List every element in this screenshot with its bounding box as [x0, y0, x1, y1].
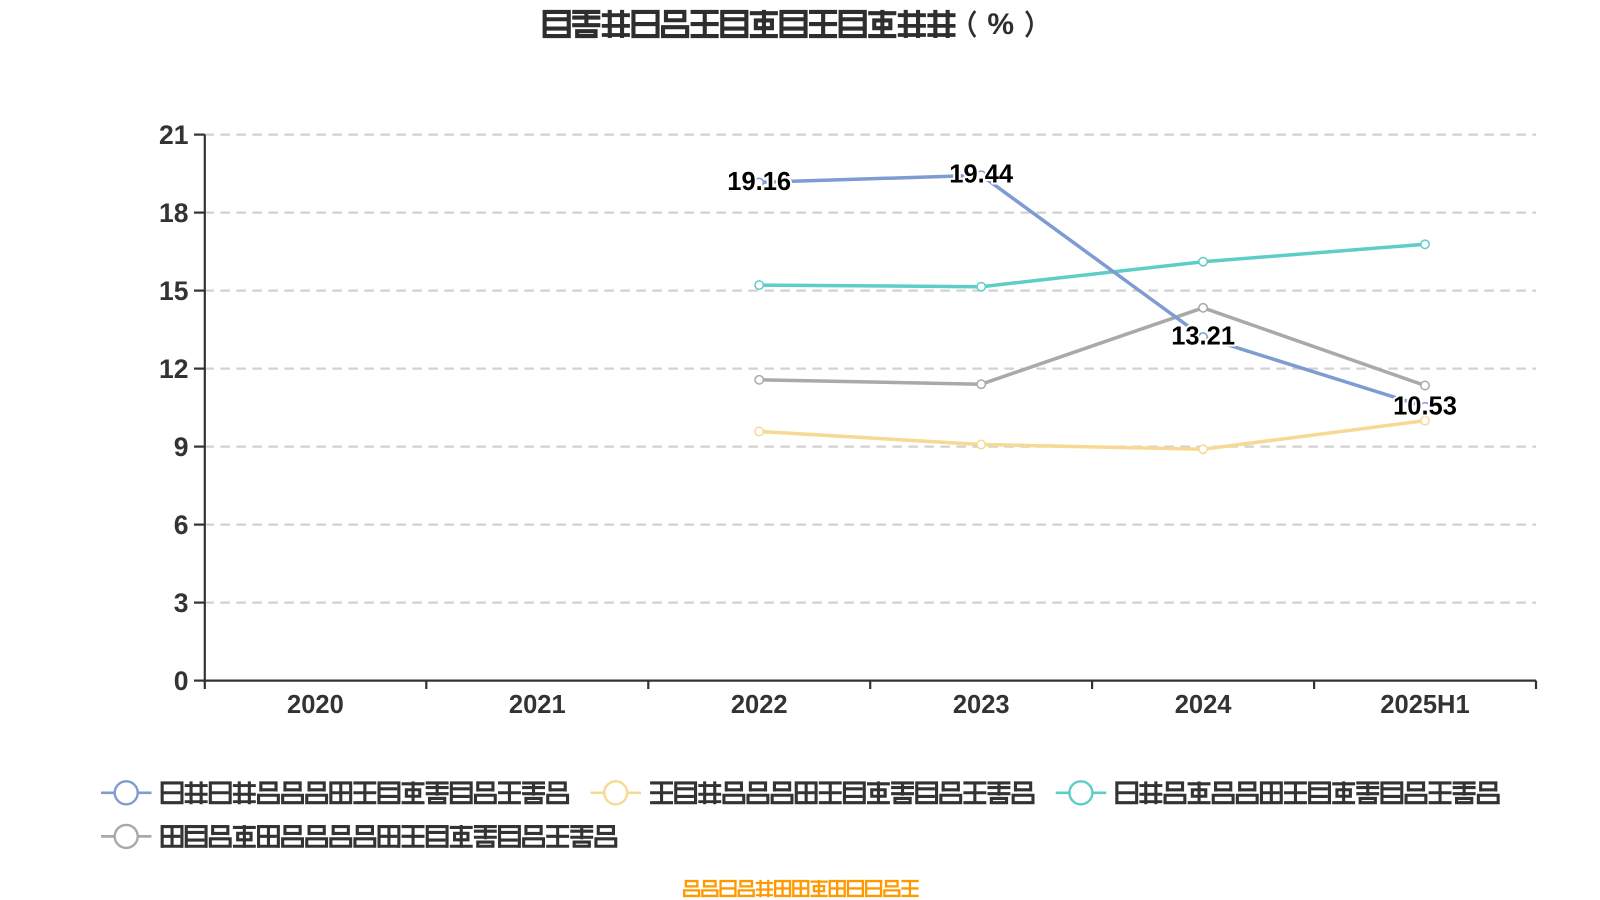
- svg-text:2021: 2021: [509, 691, 566, 719]
- svg-text:10.53: 10.53: [1393, 392, 1457, 420]
- svg-text:3: 3: [174, 588, 189, 618]
- svg-text:2023: 2023: [953, 691, 1010, 719]
- svg-text:13.21: 13.21: [1171, 323, 1235, 351]
- svg-text:2025H1: 2025H1: [1380, 691, 1469, 719]
- svg-text:0: 0: [174, 666, 189, 696]
- svg-text:15: 15: [159, 276, 188, 306]
- svg-text:19.44: 19.44: [949, 161, 1014, 189]
- svg-text:19.16: 19.16: [727, 168, 791, 196]
- svg-text:12: 12: [159, 354, 188, 384]
- svg-text:21: 21: [159, 120, 188, 150]
- svg-text:2024: 2024: [1175, 691, 1233, 719]
- svg-text:%: %: [987, 8, 1014, 41]
- svg-text:9: 9: [174, 432, 189, 462]
- svg-text:2022: 2022: [731, 691, 788, 719]
- svg-text:6: 6: [174, 510, 189, 540]
- svg-text:18: 18: [159, 198, 188, 228]
- svg-text:2020: 2020: [287, 691, 344, 719]
